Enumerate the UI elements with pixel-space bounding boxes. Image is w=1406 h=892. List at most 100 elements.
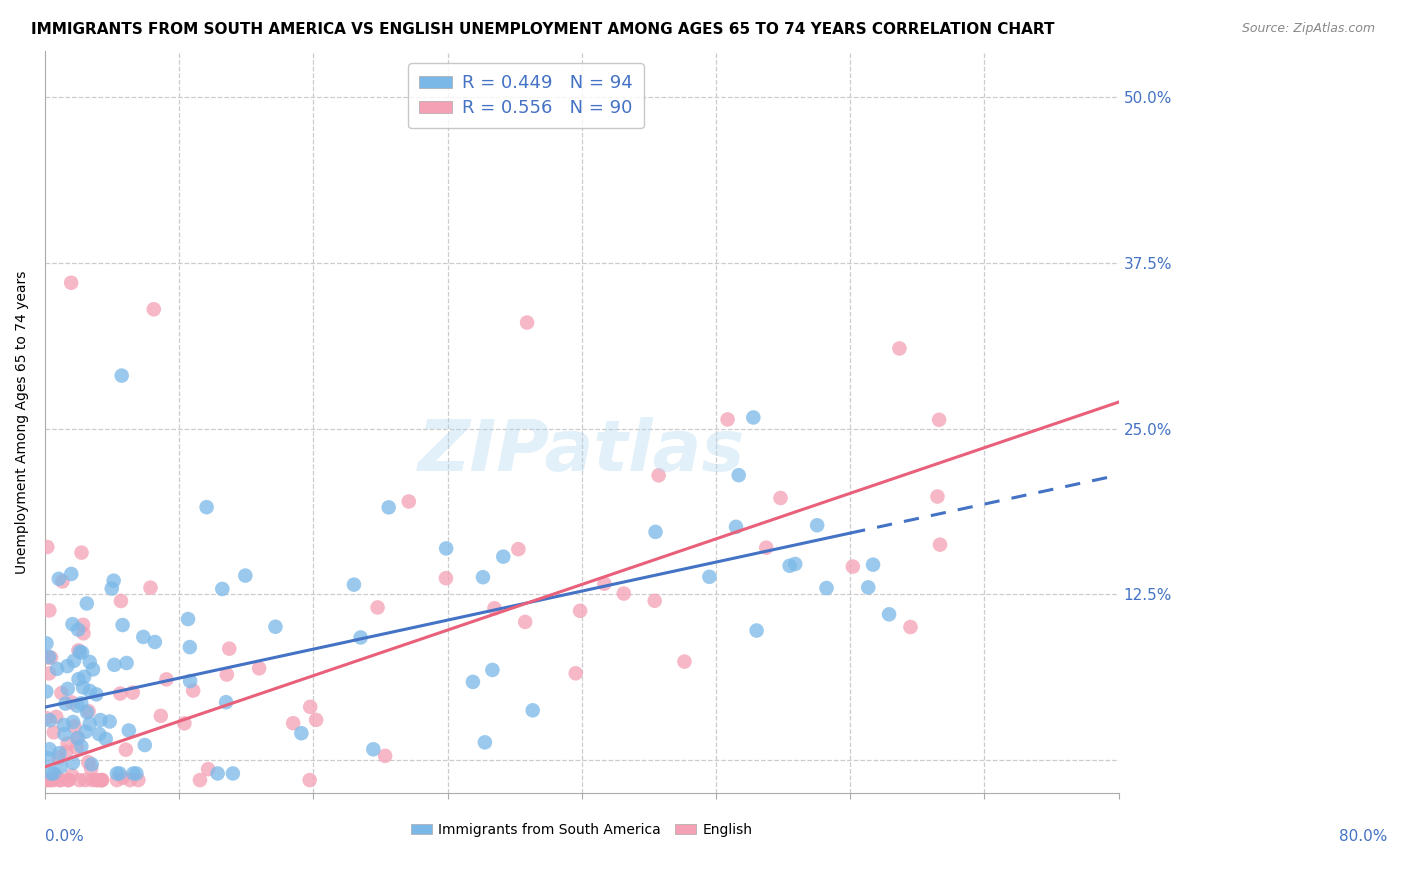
Point [111, 771, 134, 785]
Point [350, 631, 373, 645]
Point [42, 725, 65, 739]
Point [197, 762, 219, 776]
Point [815, 581, 838, 595]
Point [508, 542, 530, 557]
Point [118, 773, 141, 788]
Point [73, 670, 96, 684]
Point [472, 570, 495, 584]
Text: ZIPatlas: ZIPatlas [418, 417, 745, 486]
Point [111, 368, 134, 383]
Point [60, 276, 83, 290]
Point [35, 711, 58, 725]
Point [70, 646, 93, 660]
Point [173, 716, 195, 731]
Point [90, 773, 112, 788]
Point [134, 738, 156, 752]
Point [63, 719, 86, 733]
Point [39, 766, 62, 780]
Point [929, 538, 952, 552]
Point [67, 672, 90, 686]
Point [110, 687, 132, 701]
Point [143, 635, 166, 649]
Point [60, 768, 83, 782]
Point [80, 762, 103, 776]
Point [218, 641, 240, 656]
Point [481, 663, 503, 677]
Point [48, 773, 70, 788]
Point [37, 773, 59, 788]
Point [290, 726, 312, 740]
Point [75, 724, 97, 739]
Point [195, 500, 218, 515]
Point [121, 685, 143, 699]
Point [434, 571, 457, 585]
Point [118, 723, 141, 738]
Point [35, 636, 58, 650]
Point [927, 490, 949, 504]
Point [62, 617, 84, 632]
Point [37, 751, 59, 765]
Point [69, 645, 91, 659]
Point [84, 773, 107, 788]
Point [94, 731, 117, 746]
Point [42, 766, 65, 780]
Point [298, 773, 321, 788]
Point [48, 572, 70, 586]
Point [55, 697, 77, 711]
Point [211, 582, 233, 596]
Point [179, 674, 201, 689]
Point [842, 559, 865, 574]
Point [343, 577, 366, 591]
Point [70, 696, 93, 710]
Point [89, 727, 111, 741]
Point [367, 600, 389, 615]
Point [72, 626, 94, 640]
Point [56, 681, 79, 696]
Point [673, 655, 696, 669]
Point [37, 773, 59, 788]
Point [105, 766, 128, 780]
Point [70, 739, 93, 754]
Point [72, 681, 94, 695]
Point [60, 566, 83, 581]
Point [125, 766, 148, 780]
Text: 80.0%: 80.0% [1339, 829, 1386, 844]
Point [142, 302, 165, 317]
Point [75, 773, 97, 788]
Point [51, 574, 73, 589]
Point [363, 742, 385, 756]
Point [434, 541, 457, 556]
Point [593, 576, 616, 591]
Point [76, 706, 98, 720]
Point [647, 468, 669, 483]
Point [516, 316, 538, 330]
Point [188, 773, 211, 788]
Point [79, 684, 101, 698]
Point [55, 745, 77, 759]
Point [377, 500, 399, 515]
Point [66, 698, 89, 713]
Point [613, 586, 636, 600]
Point [91, 773, 114, 788]
Point [90, 773, 112, 788]
Point [745, 624, 768, 638]
Point [37, 540, 59, 554]
Point [215, 695, 238, 709]
Point [264, 620, 287, 634]
Point [727, 468, 749, 483]
Point [928, 413, 950, 427]
Point [86, 773, 108, 788]
Point [877, 607, 900, 622]
Point [177, 612, 200, 626]
Point [779, 558, 801, 573]
Point [70, 546, 93, 560]
Point [108, 766, 131, 780]
Point [39, 650, 62, 665]
Point [149, 709, 172, 723]
Point [39, 773, 62, 788]
Point [484, 601, 506, 615]
Point [155, 673, 177, 687]
Point [785, 557, 807, 571]
Point [179, 640, 201, 654]
Point [900, 620, 922, 634]
